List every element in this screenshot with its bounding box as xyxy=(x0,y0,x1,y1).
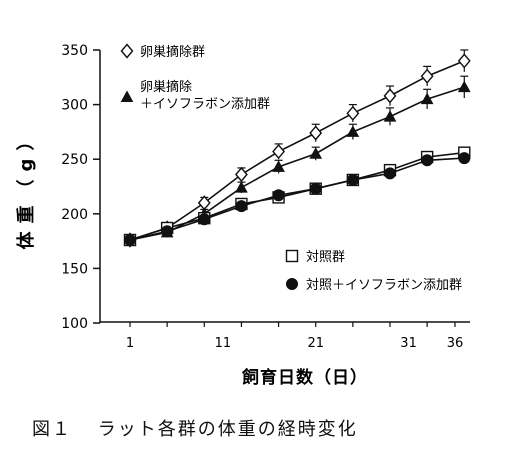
data-point xyxy=(421,154,434,167)
legend-marker xyxy=(120,43,134,59)
y-tick-label: 300 xyxy=(61,98,88,114)
data-point xyxy=(235,200,248,213)
data-point xyxy=(458,152,471,165)
data-point xyxy=(235,166,248,183)
data-point xyxy=(309,182,322,195)
legend-label: 対照＋イソフラボン添加群 xyxy=(306,278,462,293)
data-point xyxy=(198,213,211,226)
y-tick-label: 150 xyxy=(61,261,88,277)
y-tick-label: 250 xyxy=(61,152,88,168)
chart-series-lines xyxy=(129,60,465,241)
data-point xyxy=(346,125,360,137)
x-tick-label: 11 xyxy=(215,336,232,351)
data-point xyxy=(272,189,285,202)
y-tick-label: 200 xyxy=(61,207,88,223)
legend-marker xyxy=(286,278,298,290)
y-tick-label: 350 xyxy=(61,43,88,59)
legend-marker xyxy=(285,249,299,263)
data-point xyxy=(384,167,396,180)
y-tick-label: 100 xyxy=(61,316,88,332)
figure-caption: 図１ ラット各群の体重の経時変化 xyxy=(32,415,358,441)
data-point xyxy=(272,160,285,172)
x-tick-label: 21 xyxy=(307,336,324,351)
data-point xyxy=(457,53,471,69)
data-point xyxy=(420,68,434,84)
data-point xyxy=(346,173,359,186)
data-point xyxy=(383,110,397,122)
figure-number: 図１ xyxy=(32,419,72,440)
legend-marker xyxy=(120,90,134,102)
data-point xyxy=(124,234,136,247)
data-point xyxy=(309,147,323,159)
axis-labels: 飼育日数（日） 体重（g） xyxy=(15,125,368,388)
x-tick-label: 1 xyxy=(126,336,134,351)
y-axis-title: 体重（g） xyxy=(15,125,37,250)
series-line xyxy=(129,157,465,241)
figure-caption-text: ラット各群の体重の経時変化 xyxy=(97,419,358,440)
data-point xyxy=(457,80,471,93)
series-line xyxy=(129,151,465,241)
legend-label: 卵巣摘除群 xyxy=(140,44,205,60)
data-point xyxy=(161,225,174,238)
data-point xyxy=(346,105,360,121)
data-point xyxy=(420,92,434,105)
data-point xyxy=(272,143,285,160)
x-tick-label: 31 xyxy=(400,336,417,351)
series-line xyxy=(129,60,465,241)
data-point xyxy=(383,88,397,104)
legend-label: 対照群 xyxy=(306,250,345,265)
chart-series-markers xyxy=(123,49,471,248)
x-tick-label: 36 xyxy=(447,336,464,351)
legend-label: 卵巣摘除＋イソフラボン添加群 xyxy=(140,79,270,112)
x-axis-title: 飼育日数（日） xyxy=(241,367,368,388)
data-point xyxy=(235,181,248,193)
data-point xyxy=(309,125,323,141)
